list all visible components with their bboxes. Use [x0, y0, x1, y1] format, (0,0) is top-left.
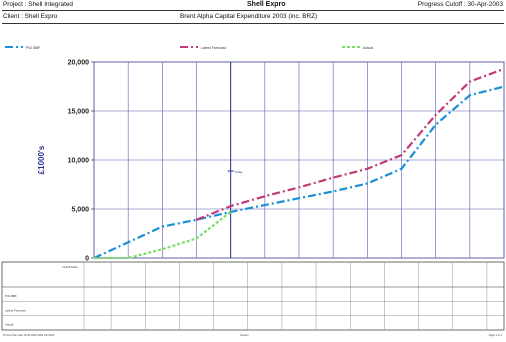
series-point-2	[161, 248, 163, 250]
series-point-0	[469, 94, 471, 96]
project-label: Project : Shell Integrated	[3, 1, 73, 8]
data-table-frame	[1, 261, 505, 331]
progress-cutoff-label: Progress Cutoff : 30-Apr-2003	[417, 1, 503, 8]
table-row-label: P\G BBF	[5, 294, 17, 298]
legend-label-0: P\G BBF	[26, 46, 41, 50]
series-point-2	[93, 257, 95, 259]
series-point-0	[264, 204, 266, 206]
series-point-1	[469, 81, 471, 83]
series-line-1	[196, 67, 505, 221]
y-tick-label: 20,000	[68, 60, 90, 67]
series-point-0	[161, 226, 163, 228]
series-line-2	[94, 211, 232, 260]
y-axis-label: £1000's	[37, 145, 46, 174]
series-point-2	[195, 237, 198, 239]
series-point-0	[400, 168, 403, 170]
company-title: Shell Expro	[247, 1, 286, 8]
footer-version: Version	[240, 334, 249, 337]
series-point-1	[435, 114, 437, 116]
series-point-1	[332, 177, 334, 179]
series-point-1	[264, 195, 266, 197]
client-label: Client : Shell Expro	[3, 13, 58, 20]
legend-label-2: Actual	[363, 46, 373, 50]
y-tick-label: 0	[85, 256, 89, 263]
series-point-0	[435, 124, 437, 126]
series-point-2	[127, 257, 129, 259]
header-rule	[2, 10, 504, 11]
series-point-1	[298, 186, 300, 189]
series-point-1	[400, 154, 403, 156]
series-point-0	[503, 85, 505, 88]
y-tick-label: 5,000	[71, 207, 89, 214]
series-point-1	[195, 219, 198, 221]
series-point-1	[230, 205, 232, 207]
y-tick-label: 15,000	[68, 109, 90, 116]
series-point-1	[503, 68, 505, 70]
series-point-0	[298, 197, 300, 199]
table-row-label: Actual	[5, 323, 14, 327]
legend-label-1: Latest Forecast	[201, 46, 226, 50]
cutoff-label: Today	[235, 170, 244, 174]
series-point-0	[366, 182, 368, 185]
series-point-0	[127, 241, 129, 243]
series-point-1	[366, 168, 368, 170]
subtitle-rule	[2, 23, 504, 24]
footer-path: N:\Cost Plan Mar 10-05-2003 2003 CE 2003	[3, 334, 55, 337]
table-header-label: Cutoff Date	[62, 265, 77, 269]
y-tick-label: 10,000	[68, 158, 90, 165]
report-subtitle: Brent Alpha Capital Expenditure 2003 (in…	[180, 13, 318, 20]
series-point-2	[230, 211, 232, 213]
footer-page: Page 1 of 1	[488, 334, 502, 337]
table-row-label: Latest Forecast	[5, 308, 26, 312]
series-point-0	[332, 190, 334, 192]
